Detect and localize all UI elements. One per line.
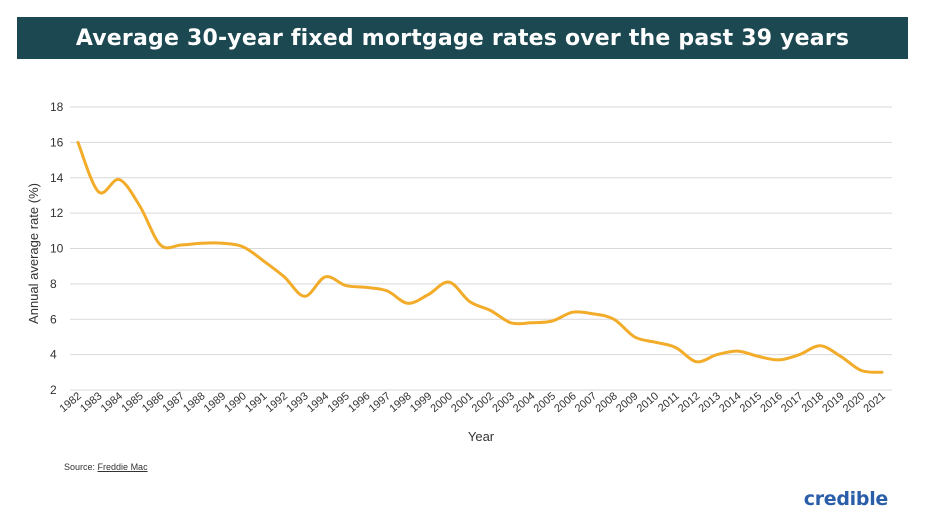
- x-tick-label: 2017: [779, 390, 805, 415]
- x-tick-label: 1990: [222, 390, 248, 415]
- x-tick-label: 1985: [119, 390, 145, 415]
- x-tick-label: 2019: [820, 390, 846, 415]
- x-tick-label: 2003: [490, 390, 516, 415]
- y-tick-label: 4: [50, 348, 57, 362]
- y-tick-label: 2: [50, 383, 57, 397]
- source-link[interactable]: Freddie Mac: [97, 462, 148, 472]
- x-tick-label: 1993: [284, 390, 310, 415]
- y-tick-label: 18: [50, 100, 64, 114]
- x-tick-label: 2000: [429, 390, 455, 415]
- x-tick-label: 1988: [181, 390, 207, 415]
- x-tick-label: 1998: [387, 390, 413, 415]
- x-tick-label: 1991: [243, 390, 269, 415]
- x-tick-label: 2016: [758, 390, 784, 415]
- x-tick-label: 2005: [532, 390, 558, 415]
- x-tick-label: 2011: [656, 390, 682, 414]
- x-tick-label: 2021: [861, 390, 887, 415]
- x-tick-label: 2015: [738, 390, 764, 415]
- x-tick-label: 2001: [449, 390, 475, 415]
- y-tick-label: 14: [50, 171, 64, 185]
- y-tick-label: 10: [50, 242, 64, 256]
- x-tick-label: 1984: [99, 390, 125, 415]
- x-tick-label: 2009: [614, 390, 640, 415]
- source-note: Source: Freddie Mac: [64, 462, 148, 472]
- x-tick-label: 2018: [800, 390, 826, 415]
- y-tick-label: 6: [50, 312, 57, 326]
- y-tick-label: 8: [50, 277, 57, 291]
- x-tick-label: 1989: [202, 390, 228, 415]
- source-label: Source:: [64, 462, 96, 472]
- x-tick-label: 1983: [78, 390, 104, 415]
- x-tick-label: 2014: [717, 390, 743, 415]
- x-tick-label: 1992: [264, 390, 290, 415]
- x-axis-label: Year: [468, 429, 495, 444]
- x-tick-label: 2004: [511, 390, 537, 415]
- x-tick-label: 1997: [367, 390, 393, 415]
- x-tick-label: 2006: [552, 390, 578, 415]
- x-tick-label: 1995: [325, 390, 351, 415]
- x-tick-label: 2008: [593, 390, 619, 415]
- chart-title: Average 30-year fixed mortgage rates ove…: [75, 25, 850, 51]
- x-tick-label: 1999: [408, 390, 434, 415]
- x-tick-label: 1986: [140, 390, 166, 415]
- x-tick-label: 1982: [57, 390, 83, 415]
- x-tick-label: 2013: [697, 390, 723, 415]
- x-tick-label: 2010: [635, 390, 661, 415]
- x-tick-label: 2007: [573, 390, 599, 415]
- x-tick-label: 1996: [346, 390, 372, 415]
- x-tick-label: 2012: [676, 390, 702, 415]
- series-line: [76, 140, 884, 374]
- y-axis-label: Annual average rate (%): [26, 183, 41, 324]
- x-tick-label: 1987: [161, 390, 187, 415]
- y-tick-label: 16: [50, 135, 64, 149]
- x-tick-label: 2020: [841, 390, 867, 415]
- title-banner: Average 30-year fixed mortgage rates ove…: [17, 17, 908, 59]
- credible-logo: credible: [803, 488, 889, 510]
- x-tick-label: 2002: [470, 390, 496, 415]
- x-tick-label: 1994: [305, 390, 331, 415]
- y-tick-label: 12: [50, 206, 64, 220]
